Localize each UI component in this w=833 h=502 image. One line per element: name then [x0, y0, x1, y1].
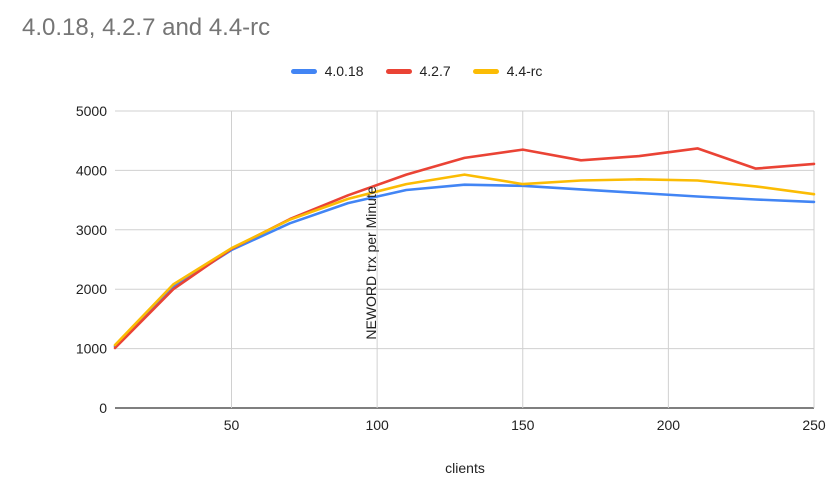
grid [115, 110, 815, 409]
y-tick-label: 0 [99, 400, 107, 416]
y-tick-label: 3000 [76, 222, 107, 238]
chart-legend: 4.0.18 4.2.7 4.4-rc [0, 63, 833, 79]
legend-item-4-0-18: 4.0.18 [290, 63, 364, 79]
legend-label: 4.0.18 [324, 63, 364, 79]
x-axis-title: clients [445, 460, 485, 476]
legend-swatch [472, 68, 499, 74]
legend-item-4-2-7: 4.2.7 [385, 63, 451, 79]
series-line-4-4-rc [113, 173, 816, 347]
legend-swatch [385, 68, 412, 74]
series-line-4-2-7 [113, 147, 816, 350]
series-line-4-0-18 [113, 183, 816, 348]
y-axis-title: NEWORD trx per Minute [363, 186, 379, 339]
legend-label: 4.4-rc [506, 63, 543, 79]
x-tick-label: 150 [511, 417, 535, 433]
x-tick-label: 100 [365, 417, 389, 433]
y-tick-label: 4000 [76, 162, 107, 178]
y-tick-label: 2000 [76, 281, 107, 297]
chart-title: 4.0.18, 4.2.7 and 4.4-rc [22, 14, 271, 41]
legend-label: 4.2.7 [419, 63, 451, 79]
tick-labels: 0 1000 2000 3000 4000 5000 50 100 150 200 250 [76, 103, 826, 433]
y-tick-label: 5000 [76, 103, 107, 119]
legend-swatch [290, 68, 317, 74]
x-tick-label: 200 [657, 417, 681, 433]
x-tick-label: 50 [224, 417, 240, 433]
y-tick-label: 1000 [76, 341, 107, 357]
x-tick-label: 250 [802, 417, 826, 433]
legend-item-4-4-rc: 4.4-rc [472, 63, 543, 79]
series-lines [113, 147, 816, 350]
